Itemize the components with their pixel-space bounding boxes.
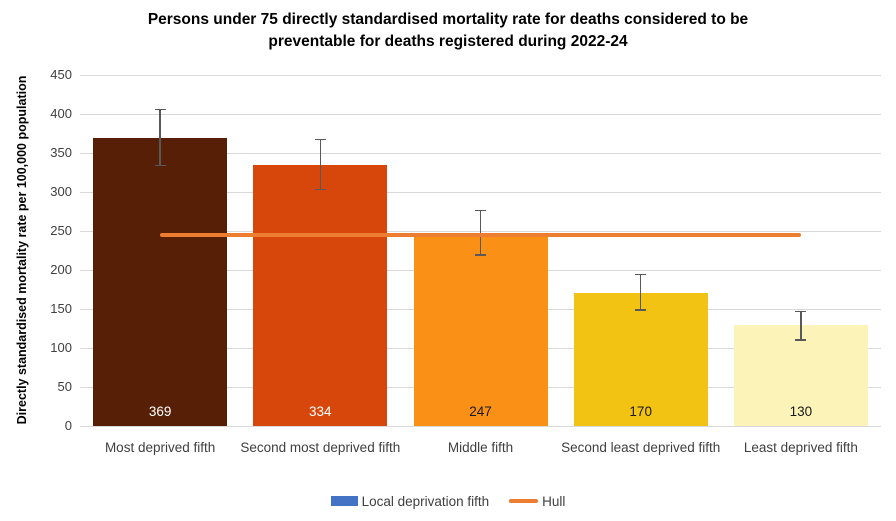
gridline xyxy=(80,191,881,193)
error-bar-cap-top xyxy=(154,108,166,111)
x-category-label: Middle fifth xyxy=(447,440,514,455)
error-bar xyxy=(159,109,161,166)
y-axis-tick-label: 50 xyxy=(57,379,72,394)
bar-5 xyxy=(733,324,868,426)
error-bar-cap-top xyxy=(314,138,326,141)
y-axis-tick-label: 0 xyxy=(64,418,72,433)
error-bar-cap-bottom xyxy=(635,309,647,311)
gridline xyxy=(80,425,881,427)
y-axis-tick-label: 100 xyxy=(50,340,72,355)
bar-value-label: 130 xyxy=(789,404,813,419)
y-axis-title: Directly standardised mortality rate per… xyxy=(15,75,29,425)
gridline xyxy=(80,74,881,76)
error-bar xyxy=(319,139,322,190)
error-bar xyxy=(800,311,802,341)
hull-reference-line xyxy=(160,233,801,237)
bar-value-label: 334 xyxy=(309,404,332,419)
y-axis-tick-label: 400 xyxy=(50,106,72,121)
line-series-swatch-icon xyxy=(509,499,539,503)
error-bar-cap-bottom xyxy=(314,188,326,191)
x-category-label: Most deprived fifth xyxy=(104,440,216,455)
error-bar-cap-bottom xyxy=(154,164,166,167)
bar-4 xyxy=(573,293,708,426)
bar-1 xyxy=(93,138,228,426)
gridline xyxy=(80,152,881,154)
error-bar-cap-bottom xyxy=(795,339,807,341)
x-category-label: Second most deprived fifth xyxy=(240,440,401,455)
x-category-label: Second least deprived fifth xyxy=(561,440,721,455)
legend: Local deprivation fifth Hull xyxy=(0,490,896,512)
bar-series-swatch-icon xyxy=(330,496,358,506)
bar-2 xyxy=(253,165,388,426)
bar-3 xyxy=(413,233,548,426)
y-axis-tick-label: 250 xyxy=(50,223,72,238)
x-category-label: Least deprived fifth xyxy=(743,440,858,455)
legend-item-hull: Hull xyxy=(509,494,565,509)
bar-value-label: 369 xyxy=(148,404,172,419)
legend-label: Local deprivation fifth xyxy=(361,493,490,509)
error-bar-cap-top xyxy=(475,209,486,212)
bar-value-label: 170 xyxy=(629,404,652,419)
error-bar xyxy=(639,274,642,310)
bar-value-label: 247 xyxy=(469,404,492,419)
error-bar xyxy=(479,210,482,256)
y-axis-tick-label: 450 xyxy=(50,67,72,82)
y-axis-tick-label: 300 xyxy=(50,184,72,199)
error-bar-cap-top xyxy=(795,310,807,313)
chart-title: Persons under 75 directly standardised m… xyxy=(147,11,749,50)
error-bar-cap-bottom xyxy=(475,254,486,256)
legend-item-local-deprivation-fifth: Local deprivation fifth xyxy=(330,493,490,509)
y-axis-tick-label: 350 xyxy=(50,145,72,160)
legend-label: Hull xyxy=(542,493,566,509)
y-axis-tick-label: 200 xyxy=(50,262,72,277)
error-bar-cap-top xyxy=(635,273,647,276)
y-axis-tick-label: 150 xyxy=(50,301,72,316)
gridline xyxy=(80,113,881,115)
